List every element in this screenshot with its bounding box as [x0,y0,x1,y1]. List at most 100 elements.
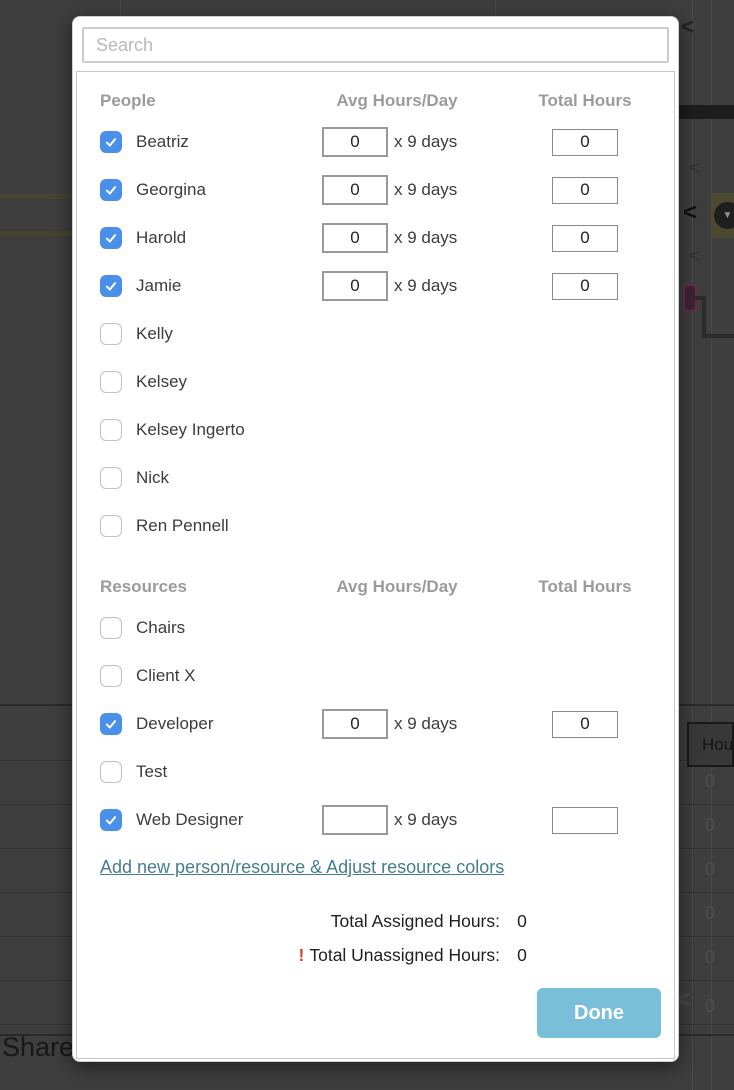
check-icon [105,816,117,825]
days-multiplier-label: x 9 days [394,276,458,295]
bg-dependency-line [702,296,706,338]
resource-name: Test [136,762,168,781]
total-hours-input[interactable] [552,128,618,156]
check-icon [105,720,117,729]
bg-dependency-line [702,334,734,338]
days-multiplier-label: x 9 days [394,810,458,829]
checkbox-unchecked[interactable] [100,467,122,489]
checkbox-unchecked[interactable] [100,665,122,687]
people-resources-panel: People Avg Hours/Day Total Hours Beatriz… [76,71,675,1059]
checkbox-checked[interactable] [100,179,122,201]
resource-name: Web Designer [136,810,244,829]
total-unassigned-row: ! Total Unassigned Hours: 0 [299,938,544,972]
checkbox-unchecked[interactable] [100,323,122,345]
bg-column-line [120,0,121,16]
person-row: Kelsey Ingerto [77,406,674,454]
total-hours-input[interactable] [552,272,618,300]
checkbox-unchecked[interactable] [100,419,122,441]
resource-row: Developer x 9 days [77,700,674,748]
avg-hours-input[interactable] [322,805,388,835]
bg-highlight-band [0,194,72,199]
warning-icon: ! [298,944,305,965]
avg-hours-input[interactable] [322,223,388,253]
resources-header: Resources [100,577,187,596]
checkbox-unchecked[interactable] [100,515,122,537]
total-hours-input[interactable] [552,710,618,738]
people-header: People [100,91,156,110]
chevron-left-icon: < [676,984,692,1014]
person-row: Beatriz x 9 days [77,118,674,166]
days-multiplier-label: x 9 days [394,228,458,247]
total-unassigned-label: Total Unassigned Hours: [309,944,500,965]
totals-summary: Total Assigned Hours: 0 ! Total Unassign… [77,904,674,972]
person-name: Kelly [136,324,173,343]
check-icon [105,138,117,147]
share-button-label: Share [2,1032,75,1062]
avg-hours-header: Avg Hours/Day [336,91,458,110]
avg-hours-input[interactable] [322,271,388,301]
chevron-left-icon: < [683,199,698,226]
bg-hours-column-header: Hou [687,722,734,767]
resource-name: Developer [136,714,214,733]
checkbox-unchecked[interactable] [100,761,122,783]
done-button[interactable]: Done [537,988,661,1038]
person-name: Jamie [136,276,182,295]
checkbox-checked[interactable] [100,809,122,831]
checkbox-checked[interactable] [100,275,122,297]
checkbox-checked[interactable] [100,131,122,153]
total-assigned-value: 0 [517,910,527,931]
footer-actions: Done [77,988,674,1038]
search-input[interactable] [82,27,669,63]
bg-hours-value: 0 [704,771,715,791]
checkbox-checked[interactable] [100,713,122,735]
bg-hours-value: 0 [704,859,715,879]
total-hours-input[interactable] [552,224,618,252]
resource-row: Chairs [77,604,674,652]
resource-row: Web Designer x 9 days [77,796,674,844]
person-name: Harold [136,228,187,247]
person-row: Ren Pennell [77,502,674,550]
days-multiplier-label: x 9 days [394,714,458,733]
bg-hours-value: 0 [704,996,715,1016]
avg-hours-header: Avg Hours/Day [336,577,458,596]
chevron-left-icon: < [689,158,699,177]
resource-name: Client X [136,666,196,685]
checkbox-checked[interactable] [100,227,122,249]
person-row: Kelly [77,310,674,358]
bg-highlight-band [0,231,72,236]
add-link-row: Add new person/resource & Adjust resourc… [77,852,674,882]
check-icon [105,186,117,195]
bg-column-line [495,0,496,16]
bg-dependency-line [695,296,706,300]
total-unassigned-value: 0 [517,944,527,965]
person-row: Georgina x 9 days [77,166,674,214]
person-row: Jamie x 9 days [77,262,674,310]
resource-assignment-dialog: People Avg Hours/Day Total Hours Beatriz… [72,16,679,1062]
bg-hours-value: 0 [704,947,715,967]
checkbox-unchecked[interactable] [100,617,122,639]
person-row: Harold x 9 days [77,214,674,262]
people-header-row: People Avg Hours/Day Total Hours [77,84,674,118]
resource-name: Chairs [136,618,186,637]
bg-column-line [692,0,693,1090]
checkbox-unchecked[interactable] [100,371,122,393]
resource-row: Client X [77,652,674,700]
check-icon [105,234,117,243]
avg-hours-input[interactable] [322,175,388,205]
avg-hours-input[interactable] [322,709,388,739]
total-hours-input[interactable] [552,806,618,834]
person-row: Nick [77,454,674,502]
person-name: Kelsey Ingerto [136,420,245,439]
days-multiplier-label: x 9 days [394,180,458,199]
person-name: Beatriz [136,132,189,151]
bg-hours-value: 0 [704,815,715,835]
person-name: Nick [136,468,170,487]
total-hours-header: Total Hours [538,91,632,110]
add-person-resource-link[interactable]: Add new person/resource & Adjust resourc… [100,856,505,877]
total-assigned-label: Total Assigned Hours: [330,910,500,931]
total-hours-header: Total Hours [538,577,632,596]
total-hours-input[interactable] [552,176,618,204]
chevron-left-icon: < [681,14,694,39]
avg-hours-input[interactable] [322,127,388,157]
